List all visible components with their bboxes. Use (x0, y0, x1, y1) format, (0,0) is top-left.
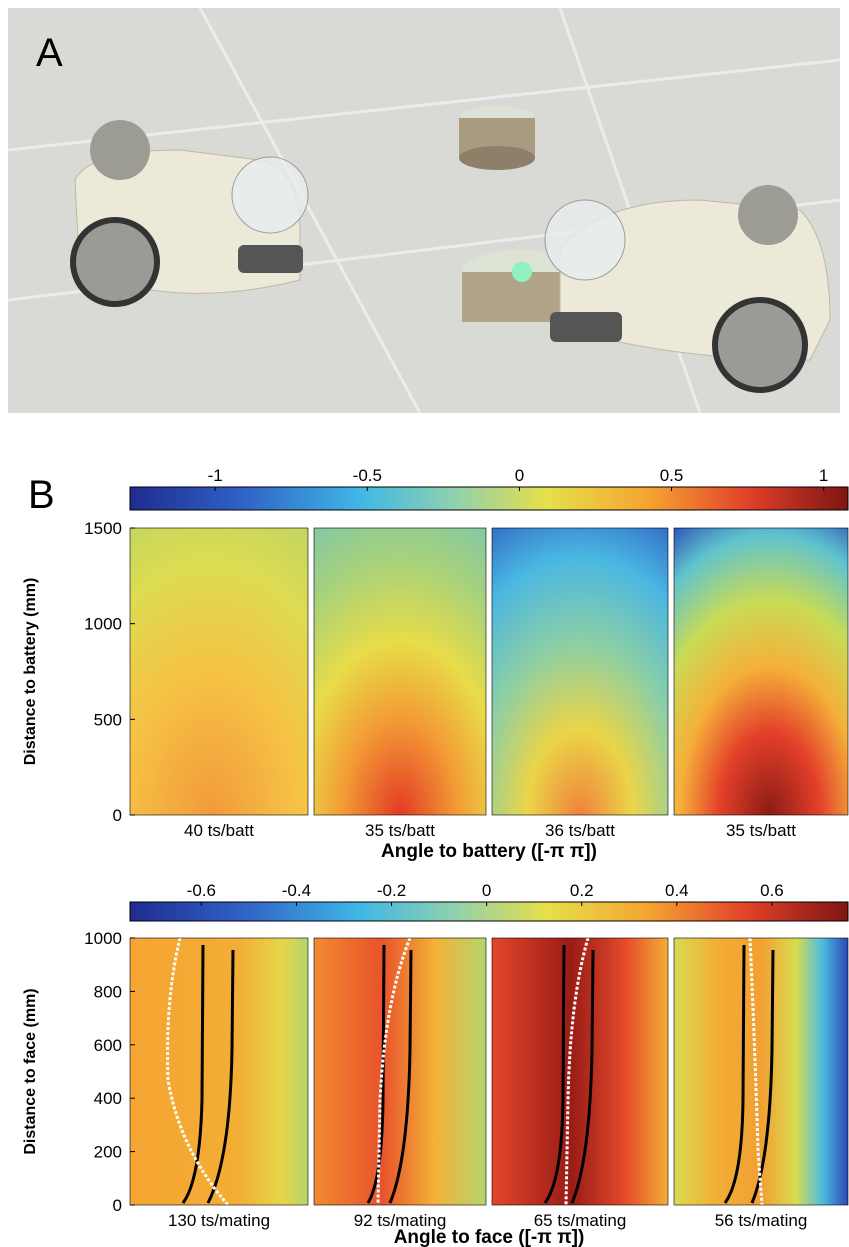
heatmap-frame (491, 527, 669, 816)
y-tick-label: 200 (94, 1143, 122, 1162)
colorbar-tick-label: -1 (208, 466, 223, 485)
heatmap-frame (673, 937, 849, 1206)
colorbar-tick-label: -0.2 (377, 881, 406, 900)
x-axis-label: Angle to face ([-π π]) (394, 1227, 585, 1247)
y-tick-label: 400 (94, 1089, 122, 1108)
panel-title: 36 ts/batt (545, 821, 615, 840)
panel-title: 130 ts/mating (168, 1211, 270, 1230)
panel-title: 56 ts/mating (715, 1211, 808, 1230)
heatmap-frame (491, 937, 669, 1206)
panel-title: 35 ts/batt (365, 821, 435, 840)
colorbar-tick-label: -0.6 (187, 881, 216, 900)
colorbar-tick-label: 0.4 (665, 881, 689, 900)
y-axis-label: Distance to battery (mm) (22, 578, 39, 766)
colorbar-tick-label: 0 (482, 881, 491, 900)
trajectories (166, 937, 775, 1206)
colorbar-tick-label: 0.6 (760, 881, 784, 900)
panel-label: B (28, 473, 55, 517)
heatmap-fields (130, 528, 848, 1205)
panel-title: 65 ts/mating (534, 1211, 627, 1230)
colorbar-tick-label: 0.5 (660, 466, 684, 485)
panel-title: 35 ts/batt (726, 821, 796, 840)
y-tick-label: 500 (94, 710, 122, 729)
colorbar-tick-label: 1 (819, 466, 828, 485)
panel-title: 40 ts/batt (184, 821, 254, 840)
photo (7, 7, 841, 414)
y-tick-label: 600 (94, 1036, 122, 1055)
colorbar (129, 901, 849, 922)
y-tick-label: 800 (94, 982, 122, 1001)
heatmap-frame (313, 937, 487, 1206)
y-tick-label: 1000 (84, 615, 122, 634)
colorbar-tick-label: -0.5 (353, 466, 382, 485)
x-axis-label: Angle to battery ([-π π]) (381, 841, 597, 862)
y-tick-label: 1500 (84, 519, 122, 538)
y-tick-label: 0 (113, 1196, 122, 1215)
y-tick-label: 0 (113, 806, 122, 825)
colorbar-tick-label: 0 (515, 466, 524, 485)
heatmap-frame (129, 937, 309, 1206)
heatmap-frame (673, 527, 849, 816)
panel-label: A (36, 31, 63, 75)
y-tick-label: 1000 (84, 929, 122, 948)
colorbar-tick-label: 0.2 (570, 881, 594, 900)
panel-title: 92 ts/mating (354, 1211, 447, 1230)
heatmap-frame (129, 527, 309, 816)
colorbar (129, 486, 849, 511)
y-axis-label: Distance to face (mm) (22, 988, 39, 1154)
colorbar-tick-label: -0.4 (282, 881, 311, 900)
heatmap-frame (313, 527, 487, 816)
